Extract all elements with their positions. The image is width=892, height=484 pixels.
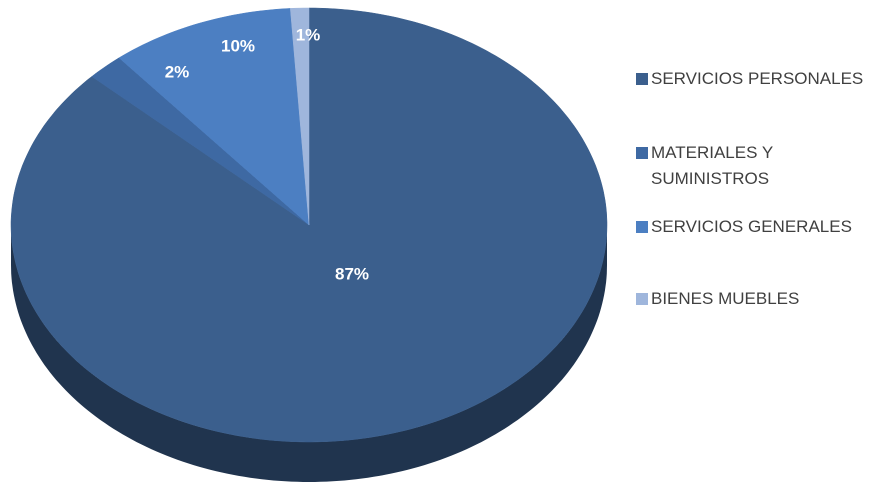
legend-label: BIENES MUEBLES bbox=[651, 289, 800, 308]
pie-area: 87% 2% 10% 1% bbox=[10, 7, 608, 482]
slice bbox=[290, 7, 310, 226]
slice-side bbox=[11, 225, 607, 482]
data-label: 87% bbox=[335, 264, 369, 283]
data-label: 1% bbox=[296, 25, 321, 44]
legend-swatch bbox=[636, 221, 648, 233]
legend-item: BIENES MUEBLES bbox=[636, 286, 889, 312]
data-label: 2% bbox=[165, 62, 190, 81]
legend-item: MATERIALES Y SUMINISTROS bbox=[636, 140, 889, 192]
legend-label: MATERIALES Y SUMINISTROS bbox=[651, 143, 773, 188]
legend-label: SERVICIOS GENERALES bbox=[651, 217, 852, 236]
legend-swatch bbox=[636, 293, 648, 305]
legend-swatch bbox=[636, 73, 648, 85]
legend-item: SERVICIOS GENERALES bbox=[636, 214, 889, 240]
legend-item: SERVICIOS PERSONALES bbox=[636, 66, 889, 92]
data-label: 10% bbox=[221, 36, 255, 55]
slice bbox=[118, 8, 310, 226]
legend-swatch bbox=[636, 147, 648, 159]
slice bbox=[91, 57, 310, 226]
legend-label: SERVICIOS PERSONALES bbox=[651, 69, 864, 88]
